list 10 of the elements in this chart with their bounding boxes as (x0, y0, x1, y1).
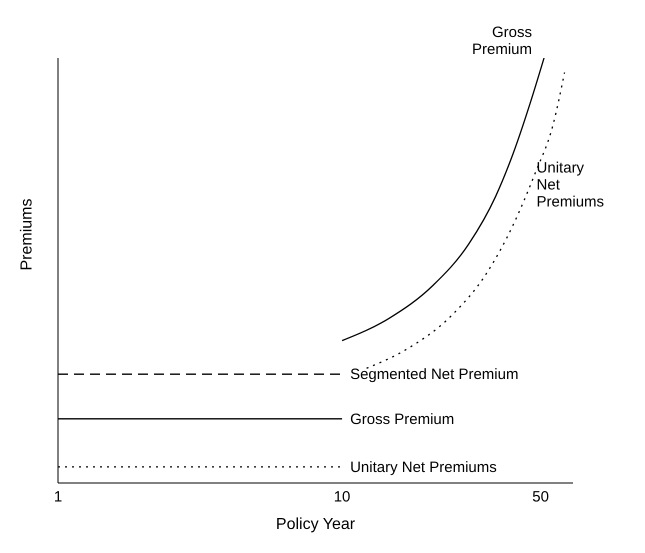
series-label: Unitary Net Premiums (536, 159, 604, 210)
series-label: Gross Premium (472, 24, 532, 58)
x-axis-title: Policy Year (276, 516, 356, 533)
series-label: Segmented Net Premium (350, 366, 518, 384)
y-axis-title: Premiums (18, 198, 36, 270)
x-tick-label: 10 (334, 488, 350, 506)
series-label: Gross Premium (350, 410, 454, 428)
series-label: Unitary Net Premiums (350, 458, 497, 476)
x-tick-label: 1 (54, 488, 62, 506)
x-tick-label: 50 (532, 488, 549, 506)
